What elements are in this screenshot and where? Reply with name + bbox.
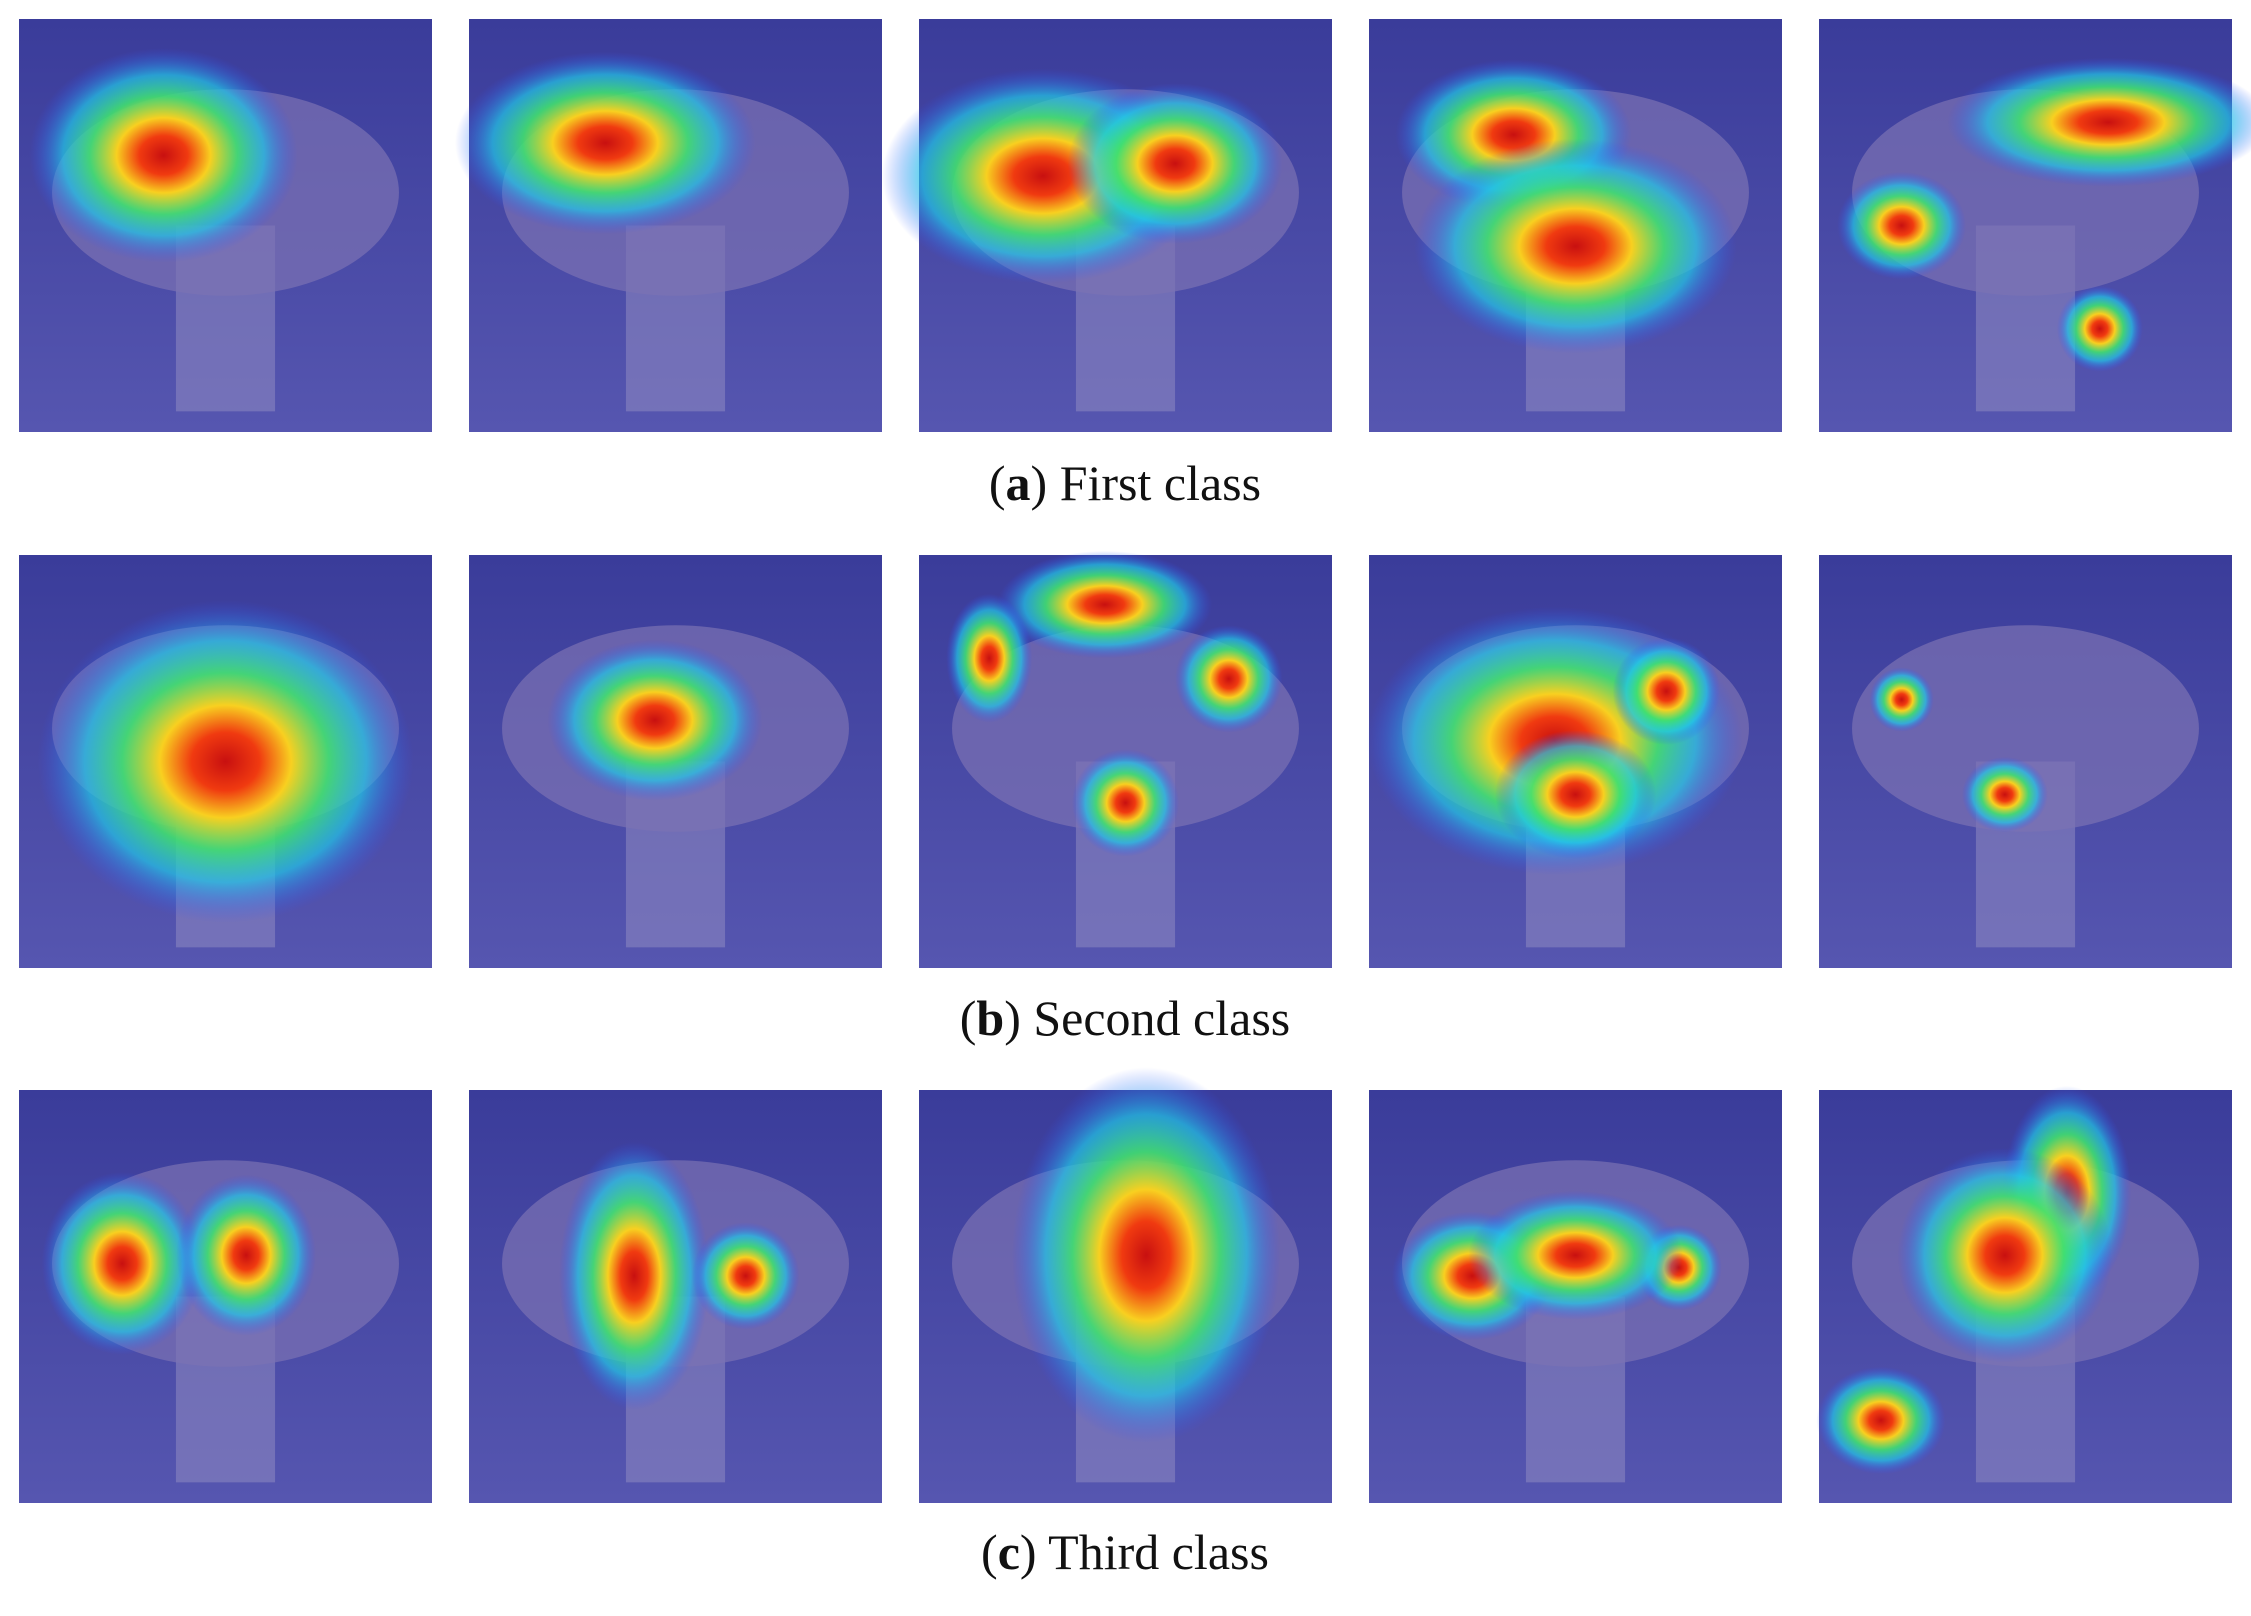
mushroom-cap (1852, 625, 2199, 832)
caption-text: ) Third class (1020, 1524, 1269, 1580)
caption: (c) Third class (981, 1524, 1269, 1580)
heatmap-image (19, 19, 432, 432)
caption-letter: a (1006, 455, 1031, 511)
caption-letter: c (998, 1524, 1020, 1580)
heat-spot (37, 600, 414, 923)
heat-spot (547, 639, 763, 801)
caption-text: ) Second class (1004, 990, 1290, 1046)
heat-spot (454, 51, 756, 235)
caption-text: ) First class (1031, 455, 1262, 511)
heat-spot (1494, 730, 1657, 859)
heat-spot (946, 593, 1033, 723)
heatmap-image (1366, 555, 1782, 968)
heatmap-image (469, 555, 882, 968)
heat-spot (1947, 57, 2251, 187)
heat-spot (1071, 749, 1180, 857)
heat-spot (1175, 625, 1283, 733)
caption: (b) Second class (960, 990, 1291, 1046)
heatmap-image (1816, 1085, 2232, 1503)
heat-spot (1414, 138, 1737, 354)
heatmap-image (454, 19, 882, 432)
heatmap-image (1369, 19, 1782, 432)
heat-spot (2056, 285, 2143, 372)
heat-spot (176, 1174, 316, 1336)
heat-spot (1468, 1190, 1683, 1320)
heat-spot (1816, 1366, 1946, 1475)
heatmap-image (919, 550, 1332, 968)
heatmap-image (1819, 19, 2251, 432)
heat-spot (1897, 1147, 2113, 1363)
heat-spot (1869, 667, 1934, 732)
caption-prefix: ( (981, 1524, 998, 1580)
caption: (a) First class (989, 455, 1261, 511)
heat-spot (41, 1172, 203, 1355)
heat-spot (1011, 1067, 1281, 1444)
heatmap-image (469, 1090, 882, 1503)
heat-spot (1067, 83, 1283, 245)
heat-spot (997, 550, 1213, 659)
heatmap-image (1819, 555, 2232, 968)
caption-prefix: ( (989, 455, 1006, 511)
heat-spot (1612, 637, 1721, 745)
caption-letter: b (976, 990, 1004, 1046)
heatmap-image (881, 19, 1332, 432)
heat-spot (559, 1141, 710, 1411)
heatmap-image (919, 1067, 1332, 1503)
heatmap-image (1369, 1090, 1782, 1503)
heat-spot (1961, 756, 2048, 833)
heatmap-image (19, 555, 432, 968)
heat-spot (29, 47, 298, 263)
caption-prefix: ( (960, 990, 977, 1046)
heat-spot (692, 1222, 800, 1330)
heat-spot (1837, 171, 1967, 280)
heatmap-image (19, 1090, 432, 1503)
